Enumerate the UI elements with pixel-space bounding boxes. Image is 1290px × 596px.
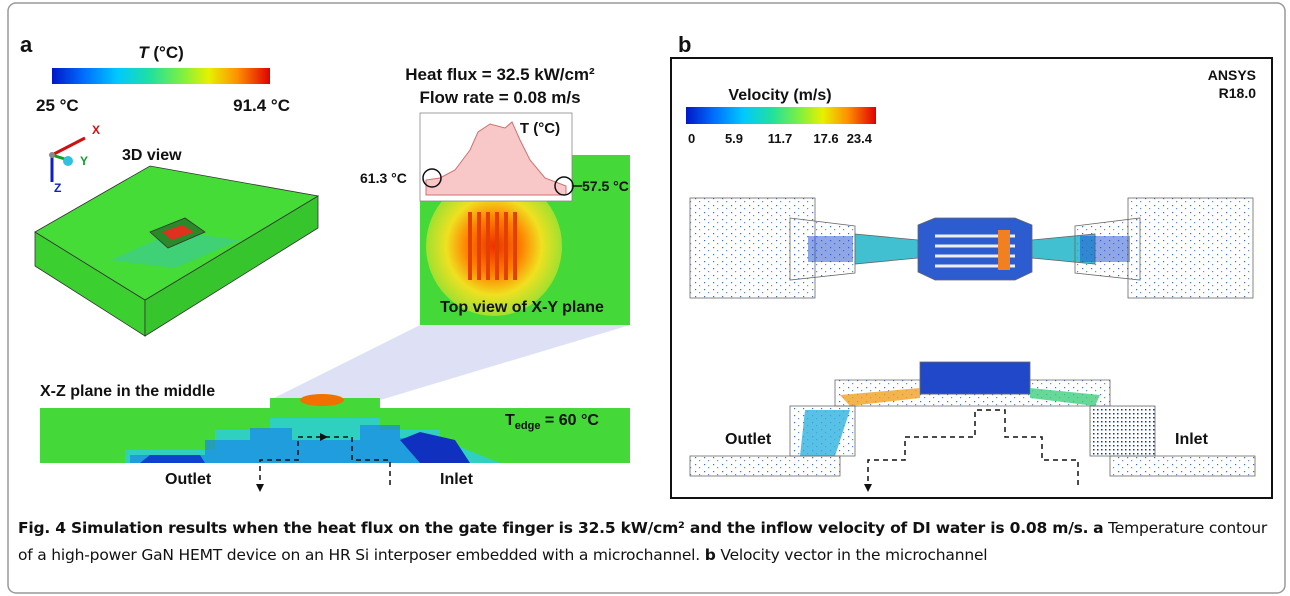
inlet-label: Inlet xyxy=(1175,431,1209,448)
velocity-bottom xyxy=(689,361,1256,477)
caption-part-label: b xyxy=(704,546,716,564)
inset-plot xyxy=(419,112,573,202)
axis-y: Y xyxy=(80,154,88,168)
colorbar-tick-label: 5.9 xyxy=(725,131,743,146)
unit: (°C) xyxy=(153,43,183,62)
box-3d xyxy=(34,165,320,337)
subscript: edge xyxy=(515,420,541,432)
rest: = 60 °C xyxy=(540,412,599,429)
inlet-label: Inlet xyxy=(440,471,474,488)
arrowhead xyxy=(864,484,872,492)
section-label: X-Z plane in the middle xyxy=(40,383,215,400)
colorbar xyxy=(52,68,270,84)
probe-label: 61.3 °C xyxy=(360,170,407,186)
arrowhead xyxy=(320,433,328,441)
view-label: 3D view xyxy=(122,147,182,164)
gate-fingers xyxy=(466,212,522,280)
caption-part-text: Temperature contour of a high-power GaN … xyxy=(18,519,1268,564)
axis-x: X xyxy=(92,123,100,137)
axis-z: Z xyxy=(54,181,61,195)
velocity-top xyxy=(689,197,1254,299)
colorbar-min: 25 °C xyxy=(36,96,79,115)
panel-label: a xyxy=(20,32,33,57)
colorbar-tick-label: 23.4 xyxy=(847,131,873,146)
symbol: T xyxy=(505,412,515,429)
flow-arrows xyxy=(867,409,1079,485)
colorbar-tick-label: 0 xyxy=(688,131,695,146)
frame xyxy=(7,2,1286,594)
caption-part-text: Velocity vector in the microchannel xyxy=(720,546,988,564)
probe xyxy=(422,168,442,188)
outlet-label: Outlet xyxy=(725,431,772,448)
colorbar-tick-label: 11.7 xyxy=(768,131,793,146)
software: ANSYS xyxy=(1208,67,1256,83)
xz-hot xyxy=(300,394,344,406)
colorbar-max: 91.4 °C xyxy=(233,96,290,115)
colorbar-title: Velocity (m/s) xyxy=(728,87,831,104)
projection xyxy=(270,325,630,400)
caption-title: Fig. 4 Simulation results when the heat … xyxy=(18,519,1089,537)
symbol: T xyxy=(138,43,150,62)
colorbar-tick-label: 17.6 xyxy=(813,131,838,146)
condition: Heat flux = 32.5 kW/cm² xyxy=(405,65,595,84)
caption-part-label: a xyxy=(1093,519,1104,537)
inset-title: T (°C) xyxy=(520,120,560,137)
arrowhead xyxy=(256,484,264,492)
colorbar-title: T (°C) xyxy=(138,43,184,62)
condition: Flow rate = 0.08 m/s xyxy=(419,88,580,107)
probe-label: 57.5 °C xyxy=(582,178,629,194)
axis-triad xyxy=(49,136,86,182)
xz-plane xyxy=(40,408,630,463)
t-edge: Tedge = 60 °C xyxy=(505,412,599,432)
colorbar xyxy=(686,107,876,124)
view-label: Top view of X-Y plane xyxy=(440,299,604,316)
software: R18.0 xyxy=(1219,85,1257,101)
caption: Fig. 4 Simulation results when the heat … xyxy=(18,515,1276,569)
panel-label: b xyxy=(678,32,691,57)
outlet-label: Outlet xyxy=(165,471,212,488)
